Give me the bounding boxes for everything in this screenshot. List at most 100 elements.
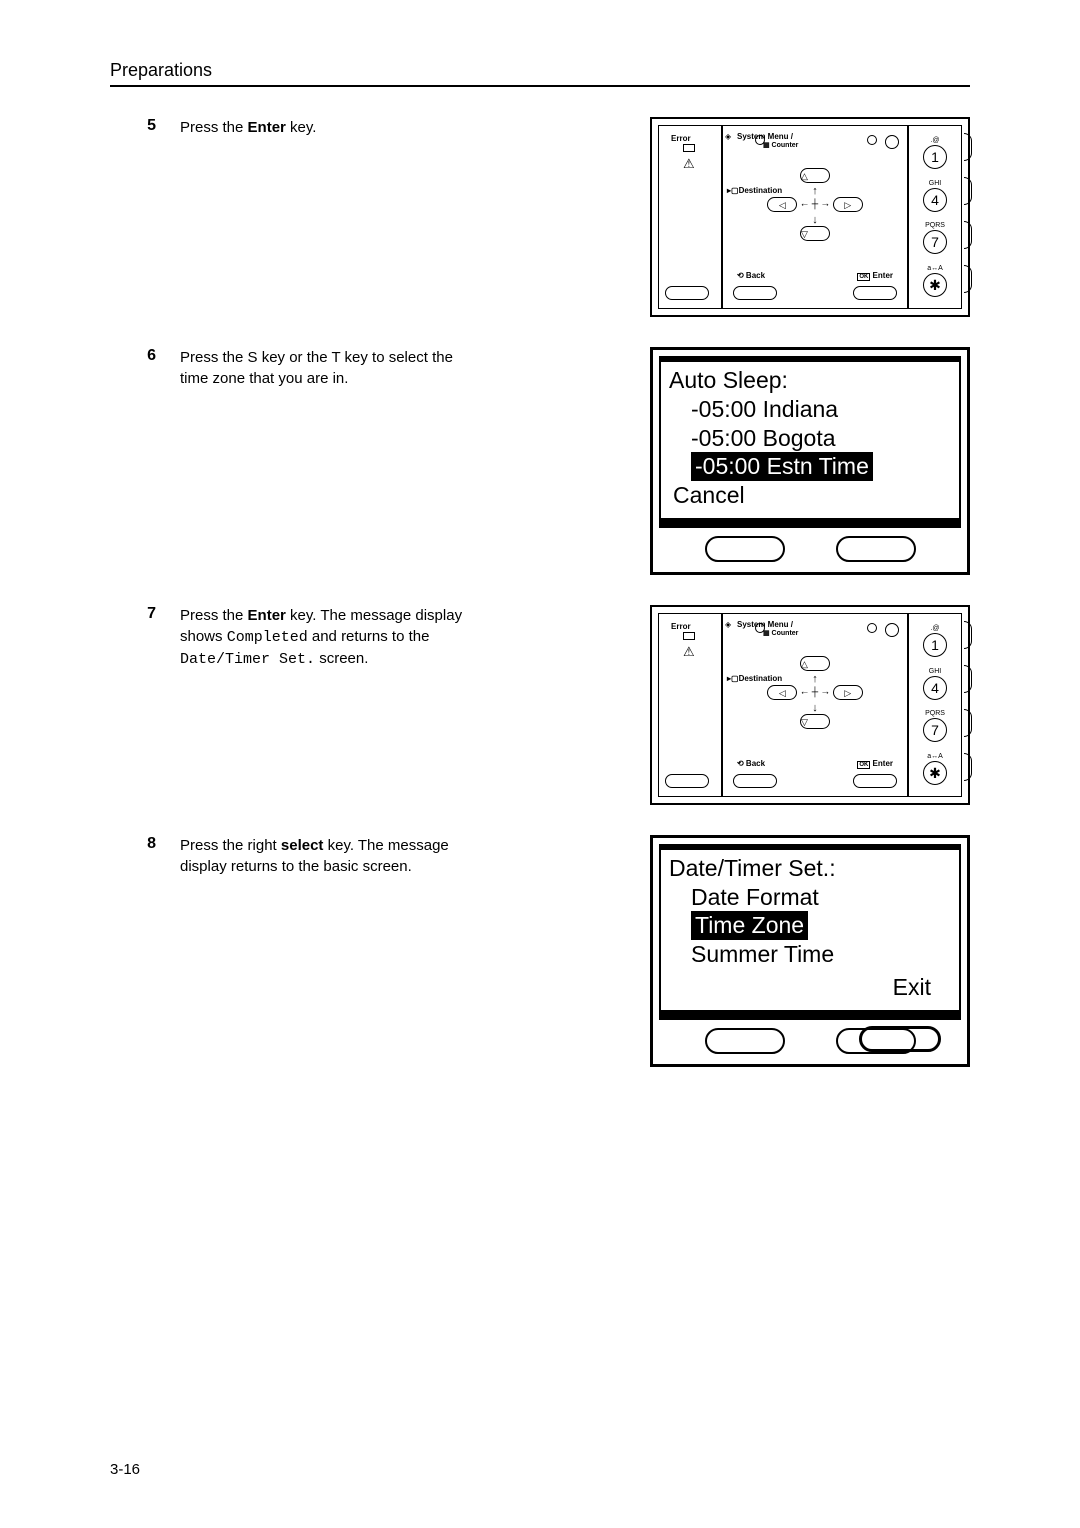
step-diagram: Date/Timer Set.: Date Format Time Zone S… xyxy=(650,835,970,1067)
step-row-3: 8 Press the right select key. The messag… xyxy=(110,835,970,1067)
counter-label: ▦ Counter xyxy=(763,629,798,637)
lcd-right-select-button xyxy=(836,536,916,562)
keypad-sup-label: GHI xyxy=(929,668,941,675)
lcd-diagram: Date/Timer Set.: Date Format Time Zone S… xyxy=(650,835,970,1067)
step-diagram: Error ⚠ ◈ System Menu / ▦ Counter △ ▸▢De… xyxy=(650,117,970,317)
arrow-down-icon: ↓ xyxy=(812,702,818,714)
arc-right-3 xyxy=(964,221,972,249)
warning-icon: ⚠ xyxy=(683,644,695,660)
arc-right-4 xyxy=(964,753,972,781)
arrow-left-icon: ← xyxy=(800,199,810,210)
indicator-icon xyxy=(683,144,695,152)
step-row-2: 7 Press the Enter key. The message displ… xyxy=(110,605,970,805)
keypad-key-1: GHI 4 xyxy=(923,180,947,212)
keypad-key-0: .@ 1 xyxy=(923,625,947,657)
panel-mid-section: ◈ System Menu / ▦ Counter △ ▸▢Destinatio… xyxy=(722,125,908,309)
arc-right-1 xyxy=(964,133,972,161)
lcd-item-0: -05:00 Indiana xyxy=(669,395,951,424)
step-number: 5 xyxy=(110,117,180,317)
panel-left-section: Error ⚠ xyxy=(658,125,722,309)
keypad-key-button: ✱ xyxy=(923,273,947,297)
lcd-left-select-button xyxy=(705,536,785,562)
keypad-sup-label: PQRS xyxy=(925,710,945,717)
step-number: 7 xyxy=(110,605,180,805)
step-text: Press the S key or the T key to select t… xyxy=(180,347,480,575)
nav-up-button: △ xyxy=(800,656,830,671)
arrow-right-icon: → xyxy=(820,199,830,210)
lcd-selected-item: -05:00 Estn Time xyxy=(691,452,873,481)
indicator-ring-2 xyxy=(867,623,877,633)
back-label: ⟲ Back xyxy=(737,759,765,768)
arrow-up-icon: ↑ xyxy=(812,185,818,197)
keypad-key-2: PQRS 7 xyxy=(923,710,947,742)
keypad-sup-label: .@ xyxy=(930,625,939,632)
diamond-icon: ◈ xyxy=(725,620,733,628)
lcd-title: Date/Timer Set.: xyxy=(669,854,951,883)
keypad-key-button: 1 xyxy=(923,633,947,657)
nav-center-dot: ┼ xyxy=(812,686,818,696)
menu-button xyxy=(885,623,899,637)
step-row-0: 5 Press the Enter key. Error ⚠ ◈ System … xyxy=(110,117,970,317)
lcd-selected-item: Time Zone xyxy=(691,911,808,940)
error-label: Error xyxy=(671,134,691,143)
keypad-sup-label: GHI xyxy=(929,180,941,187)
keypad-key-button: 7 xyxy=(923,718,947,742)
destination-label: ▸▢Destination xyxy=(727,186,782,195)
keypad-key-button: ✱ xyxy=(923,761,947,785)
lcd-button-row xyxy=(659,1028,961,1054)
step-row-1: 6 Press the S key or the T key to select… xyxy=(110,347,970,575)
panel-keypad-section: .@ 1 GHI 4 PQRS 7 a↔A ✱ xyxy=(908,125,962,309)
lcd-screen: Date/Timer Set.: Date Format Time Zone S… xyxy=(659,844,961,1020)
keypad-key-2: PQRS 7 xyxy=(923,222,947,254)
arc-right-2 xyxy=(964,665,972,693)
step-diagram: Auto Sleep: -05:00 Indiana -05:00 Bogota… xyxy=(650,347,970,575)
nav-right-button: ▷ xyxy=(833,197,863,212)
arc-right-1 xyxy=(964,621,972,649)
nav-left-button: ◁ xyxy=(767,197,797,212)
system-menu-label: System Menu / xyxy=(737,132,793,141)
step-number: 8 xyxy=(110,835,180,1067)
lcd-item-2: Summer Time xyxy=(669,940,951,969)
enter-label: OK Enter xyxy=(857,759,893,768)
arc-right-3 xyxy=(964,709,972,737)
lcd-footer-right: Exit xyxy=(669,973,951,1002)
panel-mid-section: ◈ System Menu / ▦ Counter △ ▸▢Destinatio… xyxy=(722,613,908,797)
step-text: Press the right select key. The message … xyxy=(180,835,480,1067)
back-button xyxy=(733,286,777,300)
lcd-item-2: -05:00 Estn Time xyxy=(669,452,951,481)
arc-right-2 xyxy=(964,177,972,205)
lcd-diagram: Auto Sleep: -05:00 Indiana -05:00 Bogota… xyxy=(650,347,970,575)
lcd-left-select-button xyxy=(705,1028,785,1054)
lcd-screen: Auto Sleep: -05:00 Indiana -05:00 Bogota… xyxy=(659,356,961,528)
indicator-ring-1 xyxy=(755,135,765,145)
panel-left-section: Error ⚠ xyxy=(658,613,722,797)
keypad-sup-label: a↔A xyxy=(927,265,943,272)
arrow-left-icon: ← xyxy=(800,686,810,697)
arrow-down-icon: ↓ xyxy=(812,214,818,226)
indicator-icon xyxy=(683,632,695,640)
menu-button xyxy=(885,135,899,149)
nav-center-dot: ┼ xyxy=(812,199,818,209)
lcd-button-row xyxy=(659,536,961,562)
nav-down-button: ▽ xyxy=(800,714,830,729)
keypad-sup-label: .@ xyxy=(930,137,939,144)
arrow-right-icon: → xyxy=(820,686,830,697)
lcd-item-1: -05:00 Bogota xyxy=(669,424,951,453)
keypad-sup-label: PQRS xyxy=(925,222,945,229)
keypad-key-1: GHI 4 xyxy=(923,668,947,700)
keypad-key-button: 1 xyxy=(923,145,947,169)
nav-down-button: ▽ xyxy=(800,226,830,241)
section-title: Preparations xyxy=(110,60,970,87)
keypad-key-3: a↔A ✱ xyxy=(923,753,947,785)
nav-right-button: ▷ xyxy=(833,685,863,700)
back-button xyxy=(733,774,777,788)
page-number: 3-16 xyxy=(110,1461,140,1478)
keypad-key-button: 4 xyxy=(923,188,947,212)
arrow-up-icon: ↑ xyxy=(812,673,818,685)
control-panel-diagram: Error ⚠ ◈ System Menu / ▦ Counter △ ▸▢De… xyxy=(650,605,970,805)
back-label: ⟲ Back xyxy=(737,271,765,280)
step-text: Press the Enter key. The message display… xyxy=(180,605,480,805)
destination-label: ▸▢Destination xyxy=(727,674,782,683)
keypad-key-3: a↔A ✱ xyxy=(923,265,947,297)
lcd-item-1: Time Zone xyxy=(669,911,951,940)
